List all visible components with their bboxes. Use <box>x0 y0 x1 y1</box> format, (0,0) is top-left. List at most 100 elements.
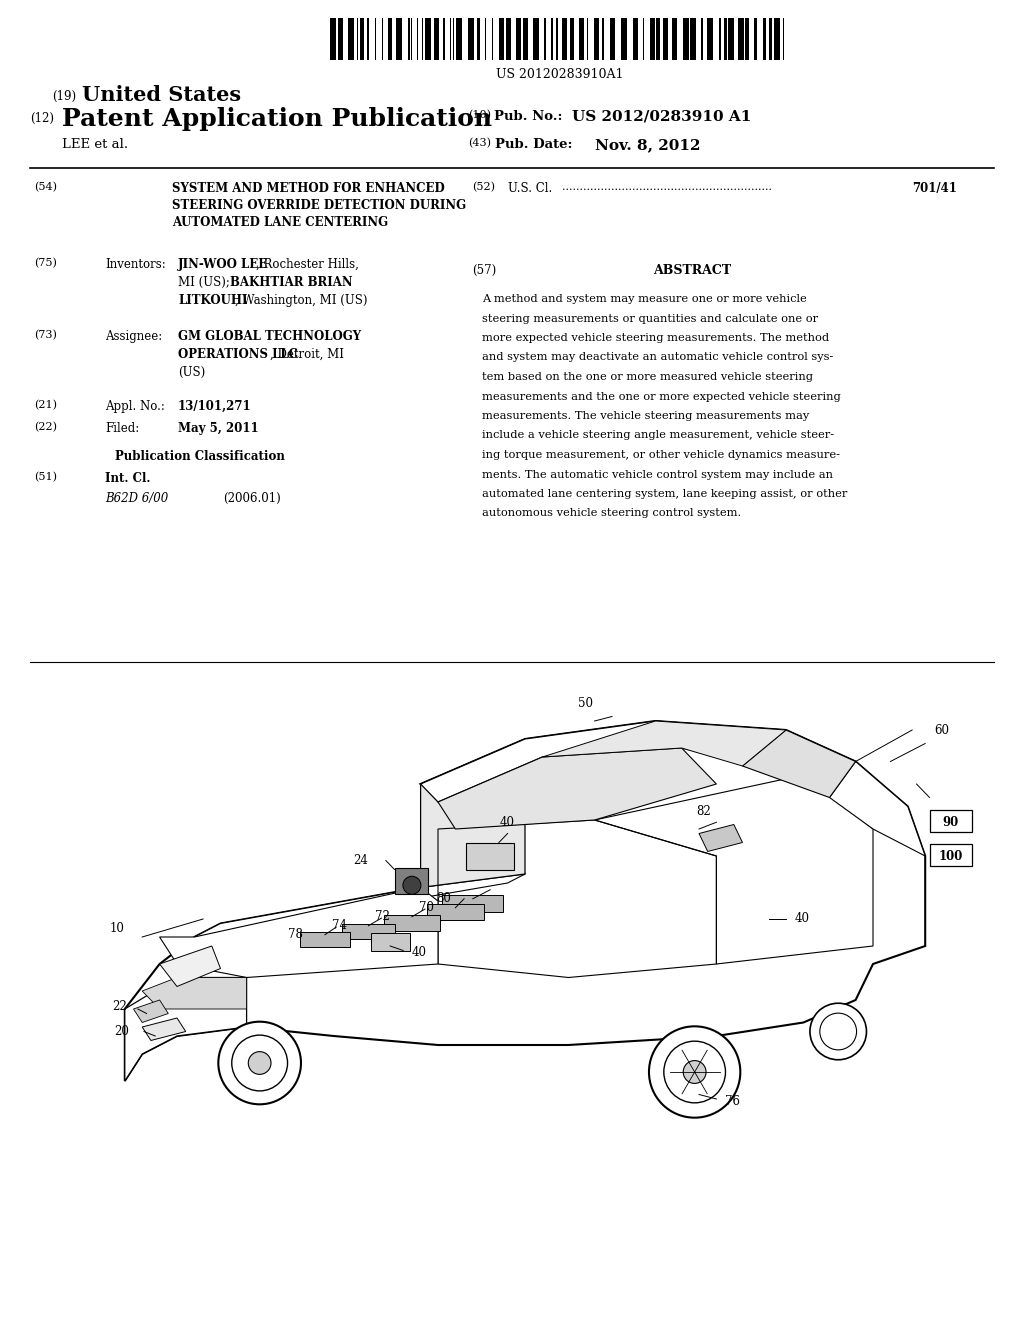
Bar <box>610 18 615 59</box>
Text: 74: 74 <box>332 919 347 932</box>
Text: Int. Cl.: Int. Cl. <box>105 473 151 484</box>
Text: autonomous vehicle steering control system.: autonomous vehicle steering control syst… <box>482 508 741 519</box>
Bar <box>422 18 423 59</box>
Bar <box>450 18 451 59</box>
Text: A method and system may measure one or more vehicle: A method and system may measure one or m… <box>482 294 807 304</box>
Bar <box>417 18 418 59</box>
Text: GM GLOBAL TECHNOLOGY: GM GLOBAL TECHNOLOGY <box>178 330 361 343</box>
Text: 40: 40 <box>795 912 810 925</box>
Bar <box>442 895 503 912</box>
Bar <box>700 18 703 59</box>
Bar <box>707 18 713 59</box>
Text: (10): (10) <box>468 110 490 120</box>
Bar <box>633 18 638 59</box>
Bar <box>395 867 428 894</box>
Polygon shape <box>142 978 247 1008</box>
Bar <box>375 18 376 59</box>
Text: include a vehicle steering angle measurement, vehicle steer-: include a vehicle steering angle measure… <box>482 430 835 441</box>
Polygon shape <box>421 721 856 803</box>
Text: (75): (75) <box>34 257 57 268</box>
Text: ing torque measurement, or other vehicle dynamics measure-: ing torque measurement, or other vehicle… <box>482 450 840 459</box>
Text: Inventors:: Inventors: <box>105 257 166 271</box>
Bar <box>330 18 336 59</box>
Bar <box>371 932 410 950</box>
Text: 90: 90 <box>942 816 958 829</box>
Ellipse shape <box>649 1027 740 1118</box>
Text: AUTOMATED LANE CENTERING: AUTOMATED LANE CENTERING <box>172 216 388 228</box>
Bar <box>427 904 483 920</box>
Ellipse shape <box>231 1035 288 1090</box>
Polygon shape <box>125 721 926 1081</box>
Bar <box>664 18 668 59</box>
Bar <box>523 18 528 59</box>
Polygon shape <box>125 978 247 1081</box>
Text: 82: 82 <box>696 805 711 818</box>
Bar <box>764 18 766 59</box>
Bar <box>356 18 357 59</box>
Bar <box>782 18 784 59</box>
Bar <box>602 18 604 59</box>
Ellipse shape <box>820 1014 857 1049</box>
Text: , Washington, MI (US): , Washington, MI (US) <box>234 294 368 308</box>
Bar <box>774 18 780 59</box>
Text: (2006.01): (2006.01) <box>223 492 281 506</box>
Text: 24: 24 <box>353 854 369 867</box>
Text: 72: 72 <box>375 911 390 923</box>
Bar <box>562 18 566 59</box>
Bar <box>579 18 584 59</box>
Text: , Rochester Hills,: , Rochester Hills, <box>256 257 358 271</box>
Text: and system may deactivate an automatic vehicle control sys-: and system may deactivate an automatic v… <box>482 352 834 363</box>
Polygon shape <box>699 825 742 851</box>
Text: 100: 100 <box>938 850 963 862</box>
Bar <box>656 18 659 59</box>
Text: (73): (73) <box>34 330 57 341</box>
Ellipse shape <box>248 1052 271 1074</box>
Text: measurements. The vehicle steering measurements may: measurements. The vehicle steering measu… <box>482 411 809 421</box>
Bar <box>300 932 350 946</box>
Bar <box>672 18 677 59</box>
Text: ............................................................: ........................................… <box>562 182 772 191</box>
Text: (21): (21) <box>34 400 57 411</box>
Text: JIN-WOO LEE: JIN-WOO LEE <box>178 257 268 271</box>
Ellipse shape <box>218 1022 301 1105</box>
Polygon shape <box>195 874 525 937</box>
Ellipse shape <box>683 1060 707 1084</box>
Bar <box>650 18 654 59</box>
Text: (51): (51) <box>34 473 57 482</box>
Text: tem based on the one or more measured vehicle steering: tem based on the one or more measured ve… <box>482 372 813 381</box>
Polygon shape <box>742 730 856 797</box>
Bar <box>621 18 627 59</box>
Bar <box>719 18 721 59</box>
Bar <box>769 18 772 59</box>
Polygon shape <box>438 748 717 829</box>
Text: LITKOUHI: LITKOUHI <box>178 294 248 308</box>
Text: (54): (54) <box>34 182 57 193</box>
Text: (52): (52) <box>472 182 495 193</box>
Bar <box>556 18 558 59</box>
Text: (43): (43) <box>468 139 490 148</box>
Text: 60: 60 <box>934 723 949 737</box>
Text: 10: 10 <box>110 921 125 935</box>
Text: (19): (19) <box>52 90 76 103</box>
Bar <box>466 842 514 870</box>
Text: automated lane centering system, lane keeping assist, or other: automated lane centering system, lane ke… <box>482 488 848 499</box>
Ellipse shape <box>664 1041 725 1102</box>
Text: more expected vehicle steering measurements. The method: more expected vehicle steering measureme… <box>482 333 829 343</box>
Text: measurements and the one or more expected vehicle steering: measurements and the one or more expecte… <box>482 392 841 401</box>
Bar <box>745 18 749 59</box>
Text: 13/101,271: 13/101,271 <box>178 400 252 413</box>
Text: (57): (57) <box>472 264 497 277</box>
Bar <box>930 810 972 832</box>
Bar <box>484 18 485 59</box>
Bar <box>728 18 734 59</box>
Bar <box>754 18 758 59</box>
Text: 78: 78 <box>289 928 303 941</box>
Text: 50: 50 <box>579 697 593 710</box>
Text: May 5, 2011: May 5, 2011 <box>178 422 259 436</box>
Text: MI (US);: MI (US); <box>178 276 233 289</box>
Bar <box>411 18 412 59</box>
Text: ments. The automatic vehicle control system may include an: ments. The automatic vehicle control sys… <box>482 470 833 479</box>
Text: 22: 22 <box>112 1001 127 1014</box>
Text: LEE et al.: LEE et al. <box>62 139 128 150</box>
Text: Pub. No.:: Pub. No.: <box>494 110 562 123</box>
